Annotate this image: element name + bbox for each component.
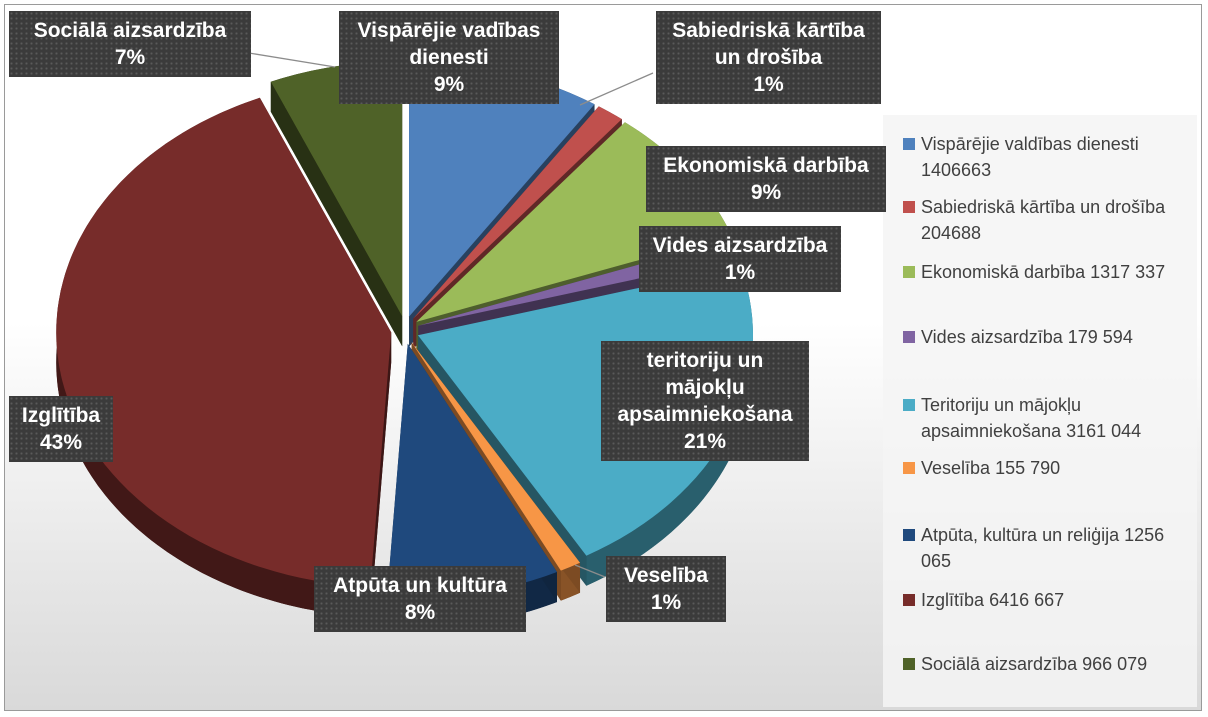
slice	[417, 266, 753, 556]
data-label-percent: 9%	[433, 73, 465, 96]
legend-value: 1317 337	[1090, 262, 1166, 282]
legend-value: 6416 667	[989, 590, 1065, 610]
legend-swatch	[903, 594, 915, 606]
data-label-name: teritoriju un mājokļu apsaimniekošana	[617, 349, 793, 426]
data-label-percent: 1%	[650, 591, 682, 614]
legend-value: 966 079	[1082, 654, 1148, 674]
data-label-name: Sociālā aizsardzība	[33, 19, 227, 42]
data-label-percent: 21%	[683, 430, 727, 453]
legend-value: 3161 044	[1066, 421, 1142, 441]
data-label-name: Vispārējie vadības dienesti	[357, 19, 541, 69]
legend-item: Atpūta, kultūra un reliģija 1256 065	[903, 522, 1191, 574]
data-label: Ekonomiskā darbība 9%	[646, 146, 886, 212]
legend: Vispārējie valdības dienesti 1406663 Sabi…	[883, 115, 1197, 707]
leader-line	[248, 52, 336, 68]
legend-label: Atpūta, kultūra un reliģija	[921, 525, 1120, 545]
leader-line	[579, 72, 654, 106]
data-label: Vides aizsardzība 1%	[639, 226, 841, 292]
data-label-percent: 7%	[114, 46, 146, 69]
data-label: Sociālā aizsardzība 7%	[9, 11, 251, 77]
legend-item: Sociālā aizsardzība 966 079	[903, 651, 1191, 677]
legend-value: 179 594	[1067, 327, 1133, 347]
data-label-name: Vides aizsardzība	[652, 234, 828, 257]
legend-item: Sabiedriskā kārtība un drošība 204688	[903, 194, 1191, 246]
data-label-name: Izglītība	[21, 404, 101, 427]
data-label-percent: 43%	[39, 431, 83, 454]
legend-label: Vides aizsardzība	[921, 327, 1063, 347]
data-label-percent: 1%	[724, 261, 756, 284]
legend-item: Vides aizsardzība 179 594	[903, 324, 1191, 350]
legend-label: Vispārējie valdības dienesti	[921, 134, 1139, 154]
data-label-percent: 1%	[753, 73, 784, 96]
slice-side	[370, 332, 392, 617]
data-label-name: Ekonomiskā darbība	[663, 154, 869, 177]
legend-item: Veselība 155 790	[903, 455, 1191, 481]
legend-swatch	[903, 266, 915, 278]
legend-label: Sociālā aizsardzība	[921, 654, 1078, 674]
chart: Vispārējie valdības dienesti 1406663 Sabi…	[4, 4, 1202, 711]
legend-item: Teritoriju un mājokļu apsaimniekošana 31…	[903, 392, 1191, 444]
legend-swatch	[903, 331, 915, 343]
slice	[409, 61, 595, 317]
legend-value: 204688	[921, 223, 982, 243]
data-label: Sabiedriskā kārtība un drošība 1%	[656, 11, 881, 104]
legend-value: 155 790	[995, 458, 1061, 478]
slice	[413, 106, 622, 319]
legend-label: Ekonomiskā darbība	[921, 262, 1086, 282]
data-label-name: Sabiedriskā kārtība un drošība	[672, 19, 865, 69]
slice-side	[586, 266, 753, 586]
legend-item: Ekonomiskā darbība 1317 337	[903, 259, 1191, 285]
legend-label: Teritoriju un mājokļu apsaimniekošana	[921, 395, 1082, 441]
legend-swatch	[903, 399, 915, 411]
legend-swatch	[903, 658, 915, 670]
leader-line	[574, 564, 606, 578]
legend-value: 1256 065	[921, 525, 1165, 571]
legend-item: Vispārējie valdības dienesti 1406663	[903, 131, 1191, 183]
data-label: Atpūta un kultūra 8%	[314, 566, 526, 632]
data-label-percent: 8%	[404, 601, 436, 624]
data-label-name: Atpūta un kultūra	[333, 574, 507, 597]
legend-value: 1406663	[921, 160, 992, 180]
slice-side	[270, 81, 403, 347]
slice	[386, 343, 558, 599]
legend-swatch	[903, 138, 915, 150]
legend-label: Izglītība	[921, 590, 985, 610]
legend-swatch	[903, 201, 915, 213]
legend-swatch	[903, 529, 915, 541]
data-label: Vispārējie vadības dienesti 9%	[339, 11, 559, 104]
legend-label: Sabiedriskā kārtība un drošība	[921, 197, 1166, 217]
legend-swatch	[903, 462, 915, 474]
data-label: Izglītība 43%	[9, 396, 113, 462]
legend-label: Veselība	[921, 458, 991, 478]
data-label-name: Veselība	[623, 564, 709, 587]
slice	[411, 342, 581, 571]
legend-item: Izglītība 6416 667	[903, 587, 1191, 613]
data-label: teritoriju un mājokļu apsaimniekošana 21%	[601, 341, 809, 461]
slice	[56, 97, 392, 587]
slice	[270, 61, 403, 317]
data-label: Veselība 1%	[606, 556, 726, 622]
data-label-percent: 9%	[750, 181, 782, 204]
